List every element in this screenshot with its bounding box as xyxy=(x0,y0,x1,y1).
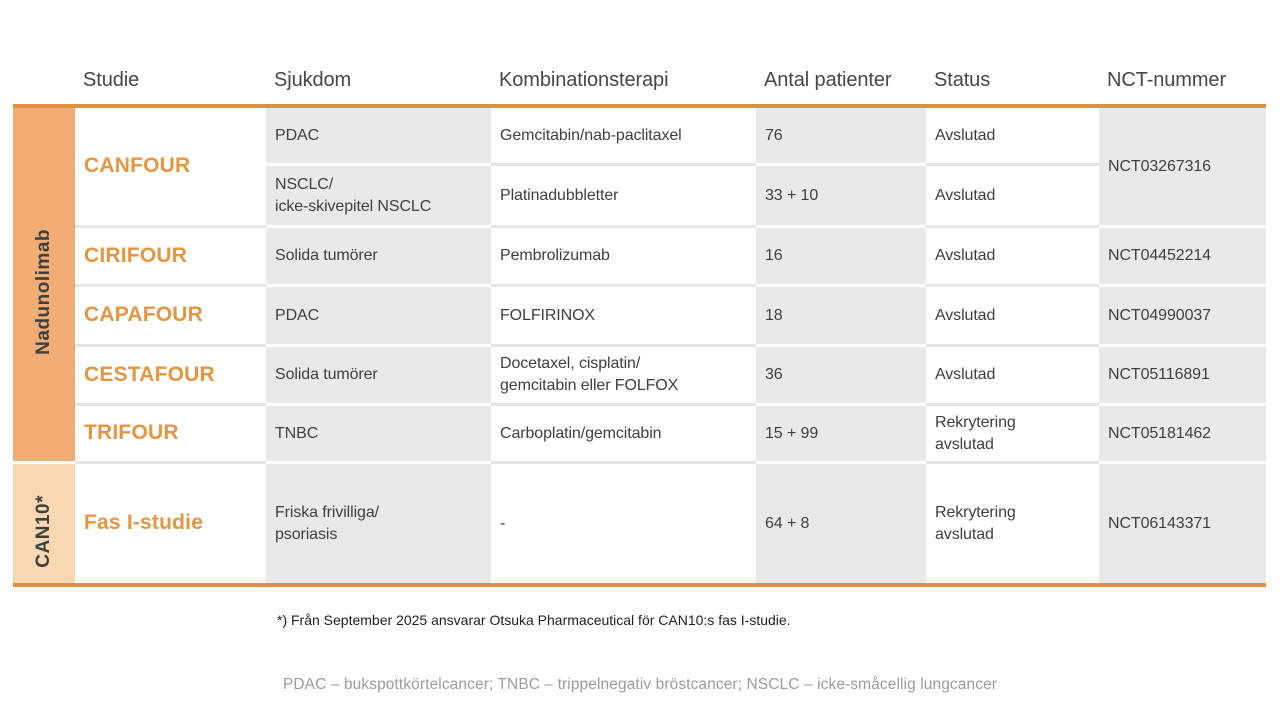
cell-studie-fas1: Fas I-studie xyxy=(75,464,266,583)
cell-nct-nummer: NCT04990037 xyxy=(1099,287,1266,347)
cell-antal-patienter: 64 + 8 xyxy=(756,464,926,583)
cell-sjukdom: NSCLC/ icke-skivepitel NSCLC xyxy=(266,166,491,228)
cell-kombinationsterapi: FOLFIRINOX xyxy=(491,287,756,347)
cell-kombinationsterapi: Carboplatin/gemcitabin xyxy=(491,406,756,464)
cell-sjukdom: Friska frivilliga/ psoriasis xyxy=(266,464,491,583)
group-label-can10: CAN10* xyxy=(13,464,75,583)
cell-status: Rekrytering avslutad xyxy=(926,464,1099,583)
clinical-trials-table: Studie Sjukdom Kombinationsterapi Antal … xyxy=(13,55,1266,587)
cell-kombinationsterapi: - xyxy=(491,464,756,583)
cell-antal-patienter: 76 xyxy=(756,108,926,166)
cell-status: Avslutad xyxy=(926,166,1099,228)
table-row-capafour: CAPAFOUR PDAC FOLFIRINOX 18 Avslutad NCT… xyxy=(13,287,1266,347)
cell-studie-cirifour: CIRIFOUR xyxy=(75,228,266,287)
cell-antal-patienter: 15 + 99 xyxy=(756,406,926,464)
group-label-nadunolimab-text: Nadunolimab xyxy=(33,229,55,355)
table-row-canfour-pdac: Nadunolimab CANFOUR PDAC Gemcitabin/nab-… xyxy=(13,108,1266,464)
column-header-sjukdom: Sjukdom xyxy=(266,55,491,108)
column-header-nct-nummer: NCT-nummer xyxy=(1099,55,1266,108)
cell-sjukdom: Solida tumörer xyxy=(266,228,491,287)
table-header-row: Studie Sjukdom Kombinationsterapi Antal … xyxy=(13,55,1266,108)
cell-status: Avslutad xyxy=(926,287,1099,347)
cell-status: Avslutad xyxy=(926,347,1099,406)
cell-sjukdom: TNBC xyxy=(266,406,491,464)
cell-nct-nummer: NCT05181462 xyxy=(1099,406,1266,464)
cell-kombinationsterapi: Pembrolizumab xyxy=(491,228,756,287)
cell-antal-patienter: 16 xyxy=(756,228,926,287)
group-label-nadunolimab: Nadunolimab xyxy=(13,108,75,464)
column-header-group-spacer xyxy=(13,55,75,108)
group-label-can10-text: CAN10* xyxy=(33,494,55,568)
cell-kombinationsterapi: Gemcitabin/nab-paclitaxel xyxy=(491,108,756,166)
footnote-otsuka: *) Från September 2025 ansvarar Otsuka P… xyxy=(277,612,791,628)
table-row-can10-fas1: CAN10* Fas I-studie Friska frivilliga/ p… xyxy=(13,464,1266,583)
column-header-antal-patienter: Antal patienter xyxy=(756,55,926,108)
table-row-cestafour: CESTAFOUR Solida tumörer Docetaxel, cisp… xyxy=(13,347,1266,406)
table-row-trifour: TRIFOUR TNBC Carboplatin/gemcitabin 15 +… xyxy=(13,406,1266,464)
table-row-cirifour: CIRIFOUR Solida tumörer Pembrolizumab 16… xyxy=(13,228,1266,287)
cell-sjukdom: PDAC xyxy=(266,287,491,347)
cell-antal-patienter: 36 xyxy=(756,347,926,406)
cell-nct-nummer: NCT04452214 xyxy=(1099,228,1266,287)
cell-sjukdom: Solida tumörer xyxy=(266,347,491,406)
cell-status: Avslutad xyxy=(926,228,1099,287)
cell-nct-nummer: NCT06143371 xyxy=(1099,464,1266,583)
cell-studie-cestafour: CESTAFOUR xyxy=(75,347,266,406)
column-header-status: Status xyxy=(926,55,1099,108)
table-row-canfour-nsclc: NSCLC/ icke-skivepitel NSCLC Platinadubb… xyxy=(13,166,1266,228)
cell-status: Avslutad xyxy=(926,108,1099,166)
column-header-studie: Studie xyxy=(75,55,266,108)
cell-kombinationsterapi: Platinadubbletter xyxy=(491,166,756,228)
cell-sjukdom: PDAC xyxy=(266,108,491,166)
cell-nct-nummer: NCT05116891 xyxy=(1099,347,1266,406)
cell-kombinationsterapi: Docetaxel, cisplatin/ gemcitabin eller F… xyxy=(491,347,756,406)
cell-nct-nummer: NCT03267316 xyxy=(1099,108,1266,228)
cell-antal-patienter: 18 xyxy=(756,287,926,347)
cell-status: Rekrytering avslutad xyxy=(926,406,1099,464)
cell-antal-patienter: 33 + 10 xyxy=(756,166,926,228)
cell-studie-capafour: CAPAFOUR xyxy=(75,287,266,347)
cell-studie-canfour: CANFOUR xyxy=(75,108,266,228)
column-header-kombinationsterapi: Kombinationsterapi xyxy=(491,55,756,108)
footnote-abbreviations: PDAC – bukspottkörtelcancer; TNBC – trip… xyxy=(282,676,998,693)
cell-studie-trifour: TRIFOUR xyxy=(75,406,266,464)
